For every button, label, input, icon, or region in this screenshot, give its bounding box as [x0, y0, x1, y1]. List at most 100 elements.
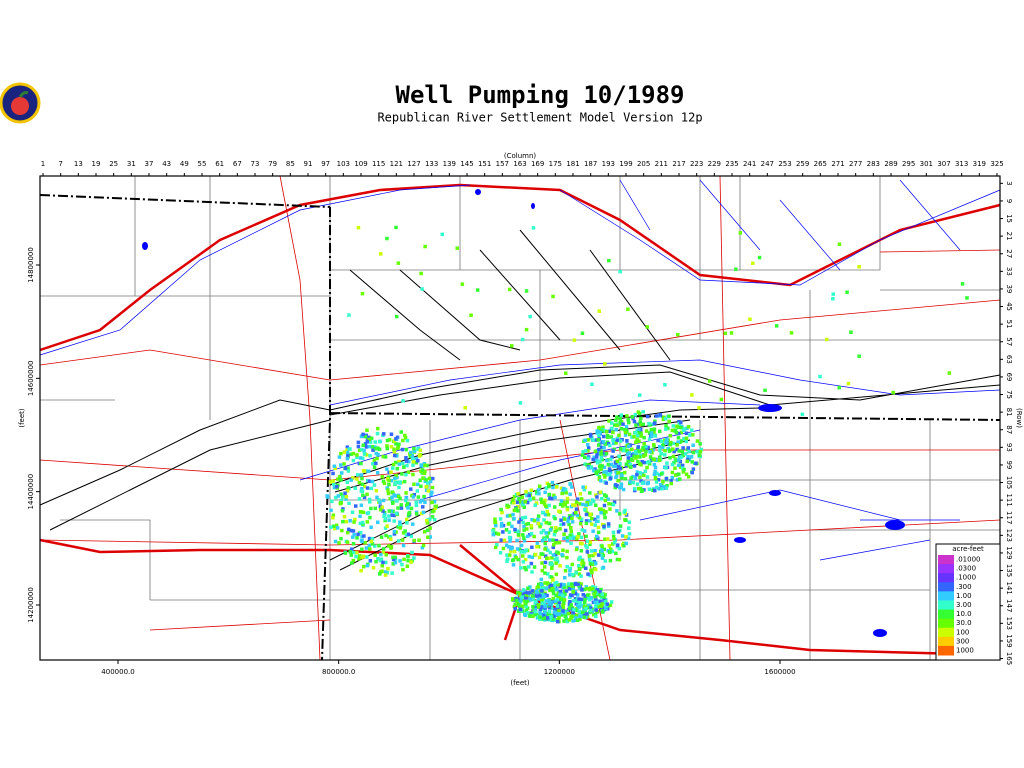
legend-title: acre-feet [952, 545, 984, 553]
pumping-cell [581, 450, 585, 454]
pumping-cell [603, 429, 607, 433]
pumping-cell [578, 614, 582, 618]
pumping-cell [603, 362, 607, 366]
column-tick-label: 283 [867, 160, 880, 168]
pumping-cell [555, 604, 560, 608]
pumping-cell [586, 466, 591, 470]
pumping-cell [647, 487, 652, 491]
pumping-cell [381, 509, 385, 513]
pumping-cell [652, 457, 656, 462]
pumping-cell [391, 462, 396, 467]
pumping-cell [440, 232, 444, 237]
pumping-cell [603, 600, 608, 604]
row-tick-label: 15 [1005, 214, 1013, 223]
pumping-cell [698, 442, 702, 446]
pumping-cell [414, 456, 419, 461]
pumping-cell [552, 610, 557, 614]
pumping-cell [569, 529, 573, 534]
pumping-cell [627, 451, 631, 455]
pumping-cell [652, 472, 657, 476]
pumping-cell [587, 558, 592, 562]
pumping-cell [368, 440, 373, 444]
pumping-cell [399, 430, 403, 434]
pumping-cell [561, 522, 566, 526]
pumping-cell [355, 455, 359, 459]
pumping-cell [578, 521, 583, 526]
pumping-cell [351, 558, 356, 563]
pumping-cell [584, 519, 589, 523]
pumping-cell [547, 599, 551, 603]
pumping-cell [518, 547, 522, 552]
pumping-cell [423, 500, 427, 505]
pumping-cell [351, 542, 356, 546]
pumping-cell [494, 531, 498, 535]
pumping-cell [694, 461, 698, 465]
pumping-cell [420, 287, 424, 291]
pumping-cell [368, 500, 372, 504]
pumping-cell [346, 454, 350, 458]
pumping-cell [567, 582, 571, 586]
pumping-cell [425, 463, 429, 468]
pumping-cell [408, 454, 413, 459]
pumping-cell [567, 587, 572, 591]
pumping-cell [368, 515, 372, 520]
pumping-cell [603, 537, 607, 541]
pumping-cell [636, 445, 640, 449]
pumping-cell [574, 616, 578, 620]
pumping-cell [519, 566, 523, 570]
pumping-cell [622, 544, 626, 548]
pumping-cell [496, 532, 501, 536]
pumping-cell [658, 455, 662, 459]
pumping-cell [586, 572, 590, 576]
pumping-cell [606, 524, 611, 528]
pumping-cell [523, 596, 528, 600]
pumping-cell [363, 442, 368, 446]
pumping-cell [653, 419, 657, 423]
pumping-cell [372, 458, 377, 462]
pumping-cell [637, 449, 641, 454]
pumping-cell [618, 439, 623, 443]
column-tick-label: 277 [849, 160, 862, 168]
pumping-cell [664, 427, 668, 431]
pumping-cell [391, 555, 395, 560]
pumping-cell [635, 429, 639, 433]
pumping-cell [677, 472, 681, 476]
pumping-cell [540, 589, 544, 593]
pumping-cell [520, 592, 525, 597]
pumping-cell [337, 455, 342, 459]
pumping-cell [763, 388, 767, 393]
y-tick-label: 14600000 [27, 361, 35, 397]
pumping-cell [380, 505, 384, 509]
pumping-cell [367, 469, 371, 473]
pumping-cell [665, 484, 669, 488]
pumping-cell [378, 500, 382, 504]
pumping-cell [394, 460, 398, 465]
pumping-cell [596, 515, 600, 519]
pumping-cell [400, 472, 404, 476]
pumping-cell [589, 596, 594, 600]
pumping-cell [549, 562, 554, 566]
pumping-cell [615, 557, 620, 562]
pumping-cell [544, 486, 549, 490]
pumping-cell [358, 521, 363, 526]
pumping-cell [428, 526, 432, 530]
pumping-cell [367, 497, 372, 502]
pumping-cell [349, 553, 353, 557]
pumping-cell [691, 450, 696, 455]
pumping-cell [394, 494, 398, 498]
pumping-cell [424, 485, 428, 489]
pumping-cell [547, 538, 552, 542]
pumping-cell [577, 515, 582, 520]
pumping-cell [430, 485, 435, 490]
pumping-cell [542, 594, 547, 598]
pumping-cell [565, 619, 570, 624]
pumping-cell [344, 519, 348, 524]
pumping-cell [668, 442, 672, 447]
pumping-cell [351, 458, 356, 463]
pumping-cell [405, 503, 409, 508]
pumping-cell [666, 426, 670, 431]
pumping-cell [554, 541, 558, 545]
pumping-cell [565, 507, 570, 512]
pumping-cell [509, 549, 513, 553]
pumping-cell [585, 463, 589, 467]
